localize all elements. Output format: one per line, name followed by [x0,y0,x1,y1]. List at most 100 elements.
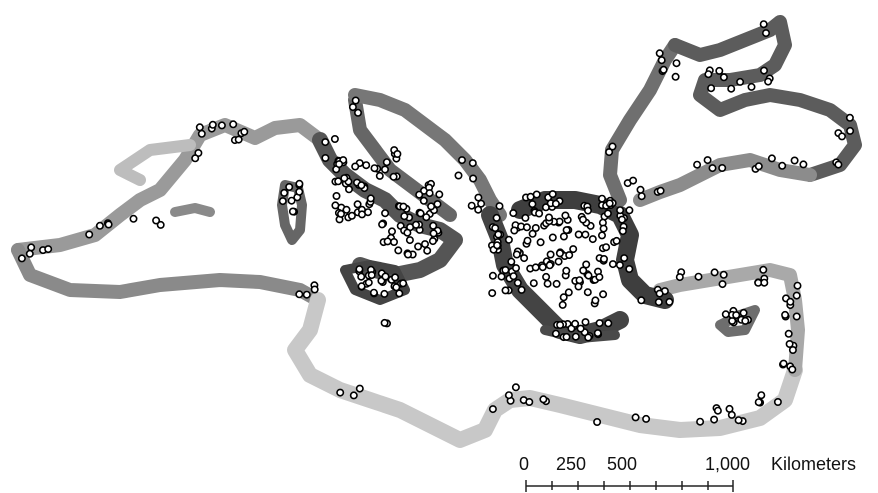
site-marker [703,156,712,165]
site-marker [340,174,349,183]
site-marker [544,213,553,222]
scale-bar: 0 250 500 1,000 Kilometers [519,454,856,492]
site-marker [615,261,624,270]
site-marker [704,70,713,79]
site-marker [562,226,571,235]
site-marker [597,231,606,240]
site-marker [597,194,606,203]
site-marker [504,391,513,400]
site-marker [355,265,364,274]
site-marker [27,243,36,252]
site-marker [454,171,463,180]
site-marker [285,183,294,192]
site-marker [492,213,501,222]
site-marker [357,181,366,190]
site-marker [781,310,790,319]
site-marker [719,270,728,279]
site-marker [411,220,420,229]
site-marker [721,310,730,319]
site-marker [543,279,552,288]
site-marker [495,202,504,211]
site-marker [344,185,353,194]
site-marker [574,282,583,291]
site-marker [380,289,389,298]
site-marker [538,263,547,272]
coast-segment-iberia-light [114,139,196,186]
site-marker [191,154,200,163]
site-marker [525,397,534,406]
site-marker [655,289,664,298]
site-marker [383,237,392,246]
site-marker [759,265,768,274]
site-marker [104,220,113,229]
site-marker [95,221,104,230]
site-marker [584,333,593,342]
site-marker [571,332,580,341]
site-marker [197,129,206,138]
site-marker [357,282,366,291]
site-marker [474,193,483,202]
site-marker [414,242,423,251]
site-marker [381,209,390,218]
site-marker [554,257,563,266]
site-marker [389,172,398,181]
site-marker [416,209,425,218]
site-marker [790,156,799,165]
site-marker [375,171,384,180]
site-marker [545,261,554,270]
site-marker [656,186,665,195]
scale-tick-label-500: 500 [607,454,637,474]
coast-segment-blacksea-north [668,15,862,182]
site-marker [208,120,217,129]
site-marker [370,164,379,173]
site-marker [636,185,645,194]
site-marker [548,233,557,242]
site-marker [529,279,538,288]
site-marker [353,108,362,117]
site-marker [642,414,651,423]
site-marker [393,150,402,159]
site-marker [435,190,444,199]
site-marker [348,103,357,112]
site-marker [561,211,570,220]
site-marker [512,250,521,259]
site-marker [618,227,627,236]
site-marker [715,66,724,75]
site-marker [788,365,797,374]
site-marker [612,236,621,245]
site-marker [595,273,604,282]
site-marker [288,207,297,216]
site-marker [694,272,703,281]
site-marker [845,113,854,122]
site-marker [501,286,510,295]
site-marker [696,417,705,426]
site-marker [405,236,414,245]
site-marker [637,192,646,201]
site-marker [457,156,466,165]
site-marker [535,209,544,218]
site-marker [576,324,585,333]
site-marker [195,123,204,132]
site-marker [588,235,597,244]
site-marker [280,188,289,197]
site-marker [759,20,768,29]
site-marker [511,264,520,273]
site-marker [786,297,795,306]
site-marker [295,179,304,188]
site-marker [234,135,243,144]
site-marker [501,265,510,274]
site-marker [278,197,287,206]
site-marker [574,230,583,239]
site-marker [509,272,518,281]
site-marker [427,202,436,211]
site-marker [467,201,476,210]
site-marker [719,73,728,82]
site-marker [422,213,431,222]
site-marker [582,260,591,269]
site-marker [488,271,497,280]
coast-segment-adriatic-east [348,88,507,222]
site-marker [727,410,736,419]
site-marker [494,230,503,239]
site-marker [754,398,763,407]
site-marker [425,189,434,198]
